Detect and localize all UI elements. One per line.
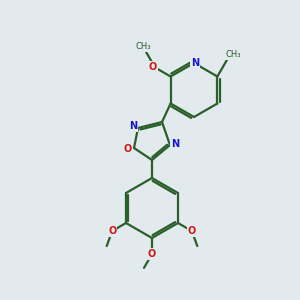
Text: O: O <box>188 226 196 236</box>
Text: O: O <box>148 249 156 259</box>
Text: CH₃: CH₃ <box>135 42 151 51</box>
Text: N: N <box>129 121 137 131</box>
Text: O: O <box>108 226 116 236</box>
Text: O: O <box>149 61 157 71</box>
Text: N: N <box>191 58 199 68</box>
Text: CH₃: CH₃ <box>226 50 241 59</box>
Text: N: N <box>171 139 179 149</box>
Text: O: O <box>124 144 132 154</box>
